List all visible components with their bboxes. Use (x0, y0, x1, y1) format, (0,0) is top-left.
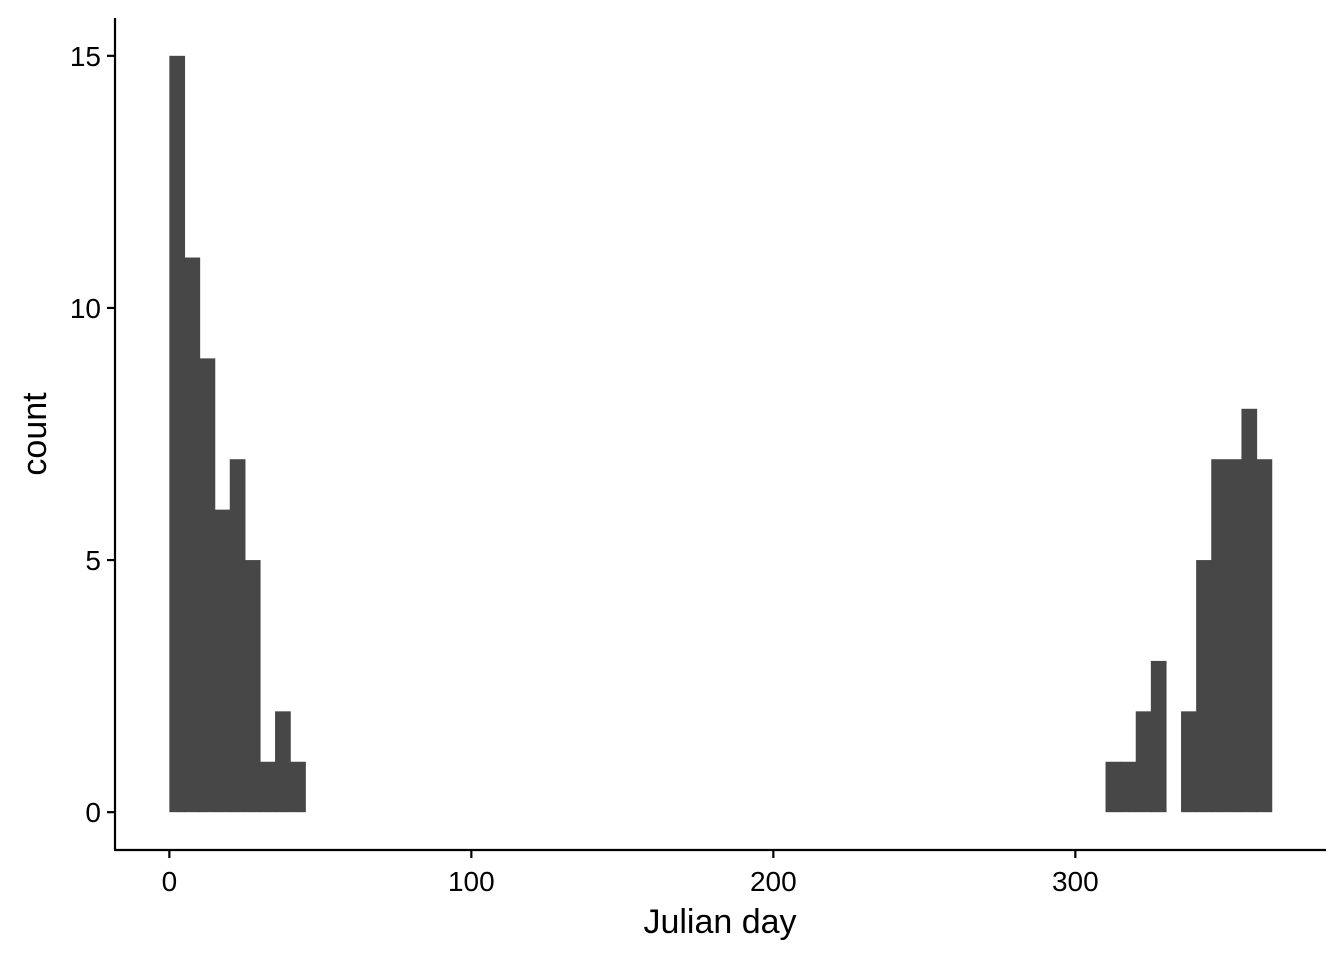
histogram-bar-7 (275, 711, 291, 813)
x-tick-label-3: 300 (1052, 866, 1099, 897)
x-axis-title: Julian day (643, 903, 796, 941)
histogram-bar-14 (1181, 711, 1197, 813)
y-axis-title: count (16, 392, 54, 476)
x-tick-label-0: 0 (162, 866, 178, 897)
y-tick-label-3: 15 (70, 41, 101, 72)
histogram-bar-12 (1150, 660, 1167, 813)
histogram-bar-0 (169, 55, 186, 813)
histogram-bar-5 (244, 560, 261, 813)
x-tick-label-1: 100 (448, 866, 495, 897)
histogram-bar-9 (1105, 761, 1122, 813)
x-axis-ticks: 0 100 200 300 (162, 850, 1099, 897)
histogram-bar-19 (1256, 459, 1273, 813)
histogram-bar-6 (259, 761, 276, 813)
histogram-bar-11 (1135, 711, 1152, 813)
histogram-bar-1 (184, 257, 201, 813)
x-tick-label-2: 200 (750, 866, 797, 897)
y-tick-label-0: 0 (85, 797, 101, 828)
histogram-bar-2 (199, 358, 216, 813)
histogram-bar-16 (1211, 459, 1227, 813)
histogram-bar-15 (1196, 560, 1212, 813)
histogram-bar-10 (1120, 761, 1137, 813)
histogram-bar-3 (214, 509, 231, 813)
bars-group (169, 55, 1273, 813)
histogram-bar-4 (229, 459, 246, 813)
histogram-bar-18 (1241, 408, 1258, 813)
histogram-bar-17 (1226, 459, 1243, 813)
y-tick-label-2: 10 (70, 293, 101, 324)
histogram-bar-8 (290, 761, 306, 813)
y-axis-ticks: 0 5 10 15 (70, 41, 115, 828)
y-tick-label-1: 5 (85, 545, 101, 576)
